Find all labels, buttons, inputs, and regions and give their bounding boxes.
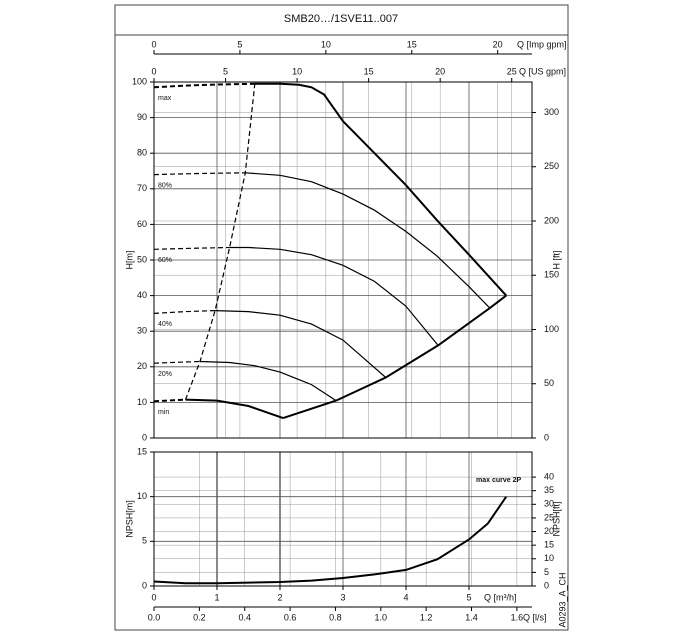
x-tick-label: 15 [364, 66, 374, 76]
y2-tick-label: 300 [544, 107, 559, 117]
curve-label: 80% [158, 182, 172, 189]
y2-tick-label: 50 [544, 378, 554, 388]
curve [199, 360, 337, 402]
x-tick-label: 1.2 [420, 612, 433, 622]
curve [153, 496, 508, 585]
curve [184, 83, 256, 400]
curve-label: max [158, 95, 172, 102]
curve [153, 172, 246, 176]
x-tick-label: 10 [321, 39, 331, 49]
curve [229, 246, 439, 346]
curve [254, 82, 507, 297]
y-tick-label: 0 [142, 432, 147, 442]
x-tick-label: 1.0 [375, 612, 388, 622]
y2-tick-label: 30 [544, 499, 554, 509]
x-tick-label: 4 [403, 592, 408, 602]
y2-tick-label: 0 [544, 432, 549, 442]
x-tick-label: 0.0 [148, 612, 161, 622]
y2-tick-label: 200 [544, 215, 559, 225]
y2-tick-label: 25 [544, 512, 554, 522]
x-axis-label: Q [m³/h] [484, 592, 517, 602]
x-tick-label: 0 [151, 66, 156, 76]
x-tick-label: 5 [466, 592, 471, 602]
x-tick-label: 3 [340, 592, 345, 602]
x-tick-label: 15 [407, 39, 417, 49]
y-tick-label: 0 [142, 580, 147, 590]
y-tick-label: 10 [137, 397, 147, 407]
y-tick-label: 50 [137, 254, 147, 264]
x-tick-label: 2 [277, 592, 282, 602]
x-tick-label: 0 [151, 39, 156, 49]
y2-tick-label: 100 [544, 324, 559, 334]
y-tick-label: 70 [137, 183, 147, 193]
x-axis-label: Q [Imp gpm] [517, 39, 567, 49]
x-tick-label: 1 [214, 592, 219, 602]
curve-label: min [158, 409, 169, 416]
x-axis-label: Q [US gpm] [519, 66, 566, 76]
y-tick-label: 80 [137, 148, 147, 158]
y2-tick-label: 35 [544, 485, 554, 495]
y2-tick-label: 5 [544, 567, 549, 577]
curve [153, 310, 216, 314]
drawing-code: A0293_A_CH [557, 572, 567, 627]
y2-axis-label: H [ft] [551, 250, 561, 269]
x-tick-label: 0.2 [193, 612, 206, 622]
curve [245, 172, 491, 309]
x-tick-label: 1.4 [465, 612, 478, 622]
plot-border [153, 451, 533, 587]
curve [153, 398, 186, 403]
y2-tick-label: 10 [544, 553, 554, 563]
x-tick-label: 10 [292, 66, 302, 76]
x-tick-label: 0.6 [284, 612, 297, 622]
y-tick-label: 30 [137, 326, 147, 336]
x-tick-label: 0.8 [329, 612, 342, 622]
y-tick-label: 40 [137, 290, 147, 300]
curve [153, 360, 201, 364]
x-tick-label: 0.4 [238, 612, 251, 622]
curve-label: 20% [158, 371, 172, 378]
annotation: max curve 2P [476, 477, 521, 484]
y2-tick-label: 250 [544, 161, 559, 171]
y-tick-label: 10 [137, 491, 147, 501]
y2-tick-label: 15 [544, 540, 554, 550]
x-tick-label: 5 [223, 66, 228, 76]
y2-tick-label: 150 [544, 270, 559, 280]
x-tick-label: 20 [493, 39, 503, 49]
title: SMB20…/1SVE11..007 [284, 13, 398, 25]
curve [282, 294, 507, 420]
x-tick-label: 25 [507, 66, 517, 76]
y-axis-label: NPSH[m] [124, 500, 134, 538]
curve [215, 310, 387, 378]
curve-label: 40% [158, 321, 172, 328]
y2-tick-label: 20 [544, 526, 554, 536]
y-tick-label: 15 [137, 446, 147, 456]
y2-axis-label: NPSH[ft] [551, 501, 561, 536]
y-axis-label: H[m] [124, 251, 134, 270]
curve-label: 60% [158, 257, 172, 264]
y-tick-label: 60 [137, 219, 147, 229]
x-tick-label: 0 [151, 592, 156, 602]
frame [114, 4, 569, 631]
y-tick-label: 5 [142, 536, 147, 546]
y-tick-label: 90 [137, 112, 147, 122]
y-tick-label: 100 [132, 76, 147, 86]
curve [153, 246, 230, 250]
x-axis-label: Q [l/s] [523, 612, 547, 622]
x-tick-label: 1.6 [511, 612, 524, 622]
plot-border [153, 81, 533, 439]
x-tick-label: 5 [237, 39, 242, 49]
y-tick-label: 20 [137, 361, 147, 371]
curve [185, 398, 284, 420]
curve [153, 82, 255, 89]
x-tick-label: 20 [435, 66, 445, 76]
y2-tick-label: 0 [544, 580, 549, 590]
y2-tick-label: 40 [544, 471, 554, 481]
